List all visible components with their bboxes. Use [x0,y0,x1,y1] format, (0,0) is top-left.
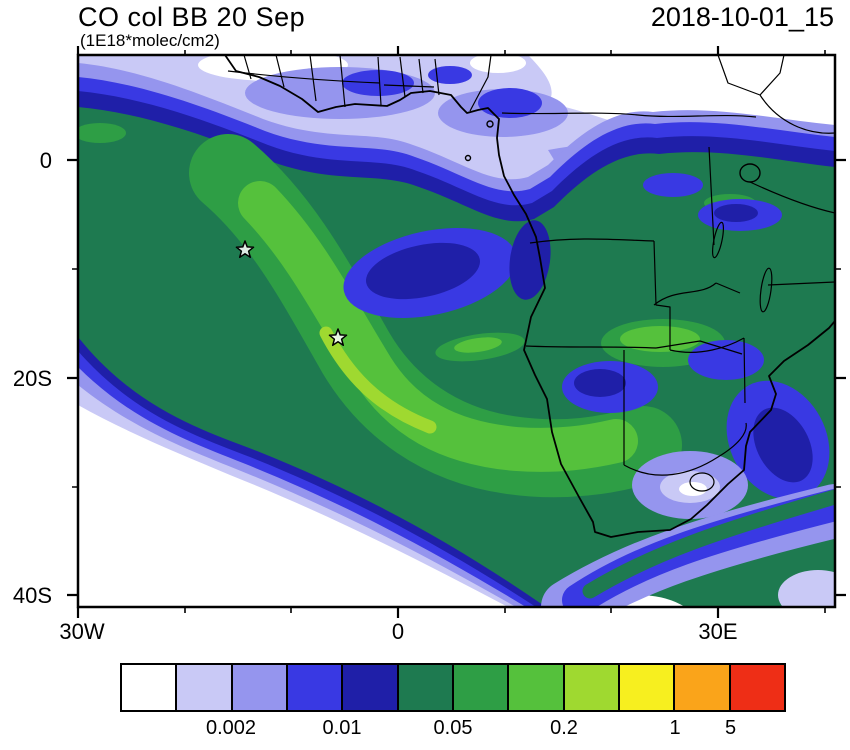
navy-blob-angola-coast [509,220,551,300]
colorbar-label-0.2: 0.2 [550,717,578,739]
white-patch-north-2 [470,55,526,73]
major-ticks [67,46,846,618]
colorbar-cell-11 [728,665,784,710]
colorbar-cell-2 [230,665,286,710]
navy-blob-mozambique [753,407,813,483]
lake-malawi [759,267,773,313]
brightgreen-blob-atlantic [454,337,502,353]
navy-blob-crescent-core [366,242,480,300]
plot-units-label: (1E18*molec/cm2) [80,31,220,50]
blue-blob-congo-north [643,173,703,197]
colorbar-cell-4 [341,665,397,710]
country-borders [227,55,835,476]
axes-frame [76,53,837,609]
navy-blob-kenya [714,204,758,222]
contour-field [78,55,835,607]
colorbar-label-0.05: 0.05 [433,717,473,739]
colorbar-cell-3 [285,665,342,710]
border-lesotho [689,472,715,492]
colorbar-labels: 0.002 0.01 0.05 0.2 1 5 [120,717,786,743]
colorbar-cell-6 [451,665,508,710]
colorbar-cell-7 [507,665,563,710]
y-tick-label-0: 0 [39,148,52,173]
x-tick-label-30e: 30E [698,619,738,644]
colorbar-cell-10 [673,665,729,710]
green-blob-west-edge [78,123,126,143]
colorbar-cell-5 [396,665,452,710]
star-marker-st-helena [328,328,348,347]
colorbar-cells [120,663,786,712]
colorbar-cell-8 [562,665,618,710]
colorbar-cell-0 [122,665,176,710]
periwinkle-patch-north [245,67,435,119]
lavender-patch-se-corner [778,570,835,607]
plot-datetime: 2018-10-01_15 [650,2,834,32]
y-tick-label-40s: 40S [12,583,52,608]
colorbar-cell-9 [617,665,674,710]
green-band-southeast [582,489,835,599]
blue-patch-north-3 [478,88,542,118]
colorbar-cell-1 [175,665,231,710]
blue-patch-north-2 [428,66,472,84]
contour-yellowgreen-core [319,326,437,434]
colorbar-label-0.002: 0.002 [205,717,257,739]
star-marker-ascension [235,240,255,259]
africa-coastline [224,55,835,538]
colorbar-label-0.01: 0.01 [322,717,362,739]
brightgreen-blob-zambia [620,326,700,352]
colorbar-label-1: 1 [669,717,681,739]
colorbar-label-5: 5 [724,717,737,739]
island-sao-tome [464,154,472,162]
x-tick-label-30w: 30W [59,619,105,644]
y-tick-label-20s: 20S [12,366,52,391]
minor-ticks [72,50,841,613]
island-bioko [486,120,494,128]
plot-title: CO col BB 20 Sep [78,2,306,32]
x-tick-label-0: 0 [391,619,405,644]
white-patch-karoo [679,482,707,496]
navy-blob-namibia [574,369,626,397]
